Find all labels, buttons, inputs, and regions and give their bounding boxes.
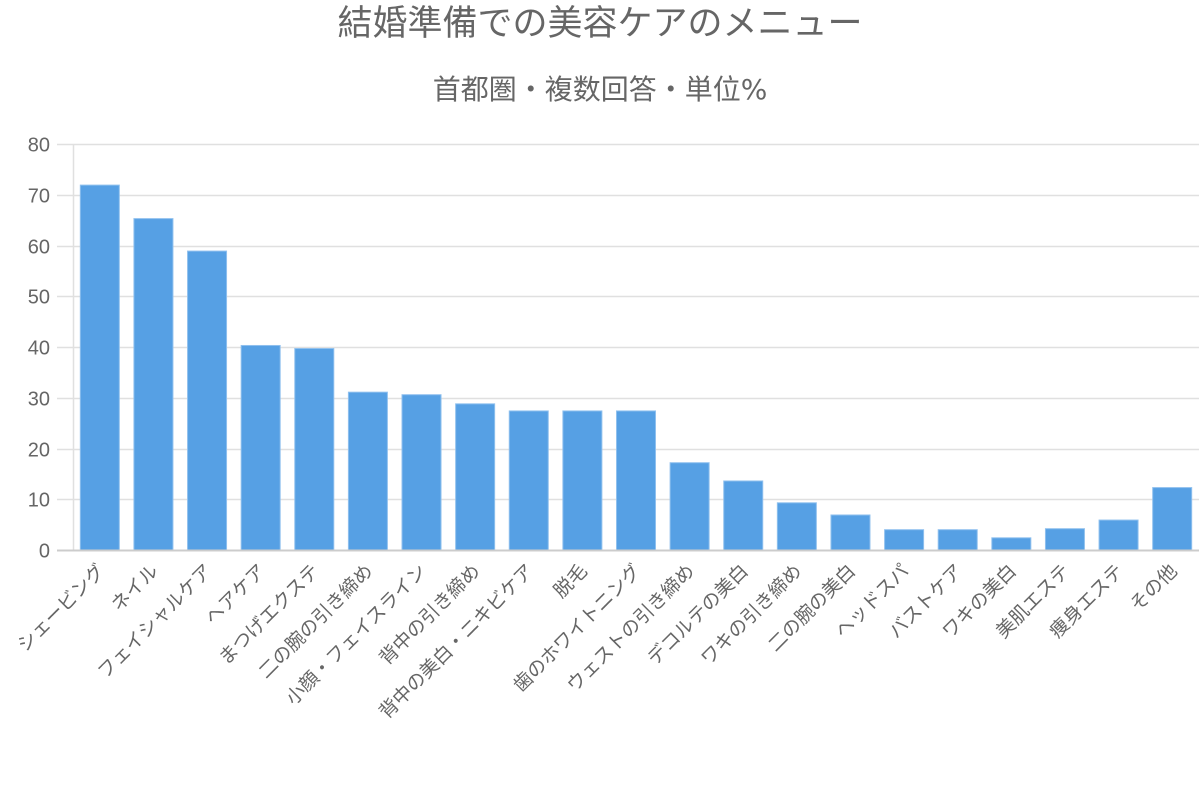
bar[interactable] xyxy=(991,537,1032,551)
y-tick-label: 70 xyxy=(28,186,50,208)
bar[interactable] xyxy=(723,480,764,551)
bar[interactable] xyxy=(347,391,388,551)
y-tick-label: 50 xyxy=(28,287,50,309)
y-tick-label: 40 xyxy=(28,338,50,360)
bar[interactable] xyxy=(669,462,710,551)
bar[interactable] xyxy=(455,403,496,551)
chart-title: 結婚準備での美容ケアのメニュー xyxy=(337,4,863,44)
bar[interactable] xyxy=(616,410,656,551)
bar[interactable] xyxy=(562,410,603,551)
bar[interactable] xyxy=(240,344,281,551)
bar[interactable] xyxy=(776,502,817,551)
x-tick-label: シェービング xyxy=(13,560,109,656)
bar[interactable] xyxy=(937,529,978,551)
x-axis-labels: シェービングネイルフェイシャルケアヘアケアまつげエクステ二の腕の引き締め小顔・フ… xyxy=(13,560,1182,723)
y-tick-label: 0 xyxy=(39,541,50,563)
bar[interactable] xyxy=(1152,487,1193,551)
y-tick-label: 10 xyxy=(28,490,50,512)
chart-subtitle: 首都圏・複数回答・単位% xyxy=(432,73,768,106)
bar[interactable] xyxy=(884,529,925,551)
bar[interactable] xyxy=(187,250,228,551)
bar[interactable] xyxy=(830,514,871,551)
axes xyxy=(57,144,1199,552)
x-tick-label: 脱毛 xyxy=(549,560,591,602)
x-tick-label: その他 xyxy=(1126,560,1182,616)
bar[interactable] xyxy=(1044,528,1085,551)
bar[interactable] xyxy=(508,410,549,551)
bar[interactable] xyxy=(133,218,174,551)
y-tick-label: 80 xyxy=(28,135,50,157)
bar[interactable] xyxy=(294,348,335,551)
bars xyxy=(79,184,1193,551)
bar[interactable] xyxy=(79,184,120,551)
bar[interactable] xyxy=(401,394,442,551)
y-axis-ticks: 0 10 20 30 40 50 60 70 80 xyxy=(28,135,50,563)
y-tick-label: 60 xyxy=(28,237,50,259)
y-tick-label: 30 xyxy=(28,389,50,411)
bar[interactable] xyxy=(1098,519,1139,551)
y-tick-label: 20 xyxy=(28,440,50,462)
gridlines xyxy=(57,143,1199,501)
